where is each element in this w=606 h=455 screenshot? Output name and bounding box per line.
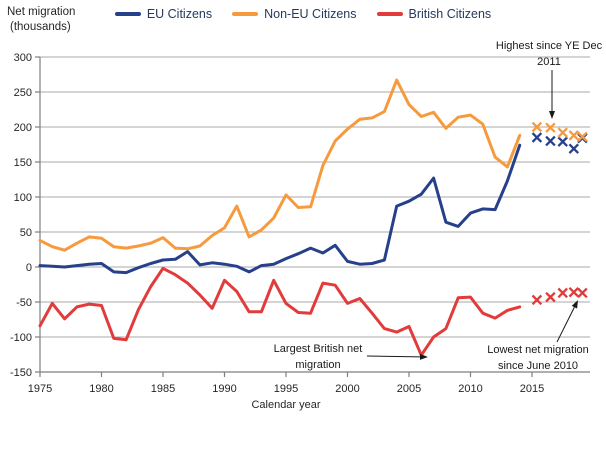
x-tick-label: 2010 <box>458 383 482 395</box>
x-tick-label: 1995 <box>274 383 298 395</box>
y-tick-label: -100 <box>10 332 32 344</box>
annotation-text: since June 2010 <box>498 360 578 372</box>
x-axis-label: Calendar year <box>251 399 320 411</box>
x-tick-label: 2015 <box>520 383 544 395</box>
y-tick-label: 300 <box>14 52 32 64</box>
y-axis-title-line1: Net migration <box>7 6 76 18</box>
y-tick-label: 50 <box>20 227 32 239</box>
y-tick-label: -150 <box>10 367 32 379</box>
gridlines <box>40 56 590 373</box>
axis-tick-labels: 300 250 200 150 100 50 0 -50 -100 -150 1975 1980 198… <box>10 52 544 411</box>
y-tick-label: 100 <box>14 192 32 204</box>
annotation-text: Lowest net migration <box>487 344 589 356</box>
x-marker <box>568 286 580 298</box>
y-tick-label: -50 <box>16 297 32 309</box>
y-axis-title-line2: (thousands) <box>10 21 71 33</box>
x-marker <box>577 287 588 299</box>
estimate-markers <box>531 121 588 306</box>
annotation-text: 2011 <box>537 56 561 68</box>
british-citizens-line <box>38 266 522 357</box>
annotation-largest-british-net-migration: Largest British net migration <box>274 343 428 371</box>
annotation-text: Highest since YE Dec <box>496 40 603 52</box>
british-citizens-markers <box>531 286 588 306</box>
annotation-text: Largest British net <box>274 343 363 355</box>
y-axis-title: Net migration (thousands) <box>7 5 75 35</box>
x-marker <box>557 287 568 299</box>
x-tick-label: 1980 <box>89 383 113 395</box>
annotation-text: migration <box>295 359 340 371</box>
x-marker <box>545 122 556 133</box>
x-marker <box>545 291 556 303</box>
x-marker <box>557 127 568 138</box>
annotation-arrow-line <box>366 355 421 358</box>
x-marker <box>531 132 543 143</box>
annotation-highest-since-ye-dec-2011: Highest since YE Dec 2011 <box>496 40 603 119</box>
x-tick-label: 2005 <box>397 383 421 395</box>
eu-citizens-line <box>38 143 522 275</box>
x-marker <box>557 136 568 147</box>
non-eu-citizens-line <box>38 78 522 252</box>
annotation-arrow-head <box>419 353 428 360</box>
x-tick-label: 1975 <box>28 383 52 395</box>
x-tick-label: 2000 <box>335 383 359 395</box>
annotation-arrow-line <box>556 306 575 343</box>
x-marker <box>531 121 543 133</box>
annotation-lowest-net-migration-since-june-2010: Lowest net migration since June 2010 <box>487 300 589 372</box>
x-tick-label: 1990 <box>212 383 236 395</box>
x-tick-label: 1985 <box>151 383 175 395</box>
non-eu-citizens-markers <box>531 121 588 143</box>
y-tick-label: 250 <box>14 87 32 99</box>
annotations: Highest since YE Dec 2011 Largest British … <box>274 40 603 372</box>
annotation-arrow-head <box>571 300 578 309</box>
x-marker <box>577 131 588 143</box>
series-lines <box>38 78 522 357</box>
y-tick-label: 150 <box>14 157 32 169</box>
annotation-arrow-head <box>549 111 555 119</box>
x-marker <box>545 135 556 147</box>
axes <box>35 56 590 377</box>
y-tick-label: 200 <box>14 122 32 134</box>
x-marker <box>531 294 543 306</box>
x-marker <box>568 143 580 154</box>
x-marker <box>568 130 580 141</box>
y-tick-label: 0 <box>26 262 32 274</box>
